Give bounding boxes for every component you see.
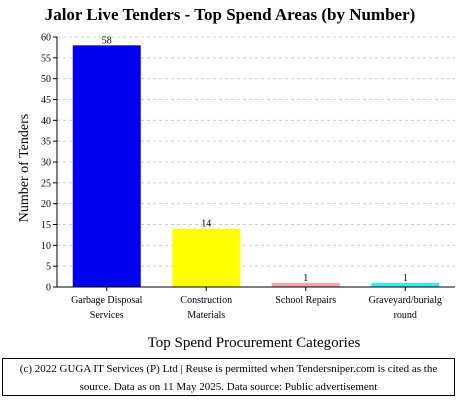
y-tick-label: 10 bbox=[41, 241, 51, 252]
gridlines bbox=[57, 36, 455, 267]
data-labels: 58 14 1 1 bbox=[102, 35, 408, 284]
bar bbox=[72, 45, 141, 288]
y-tick-label: 15 bbox=[41, 220, 51, 231]
chart-title: Jalor Live Tenders - Top Spend Areas (by… bbox=[44, 5, 416, 24]
bar bbox=[371, 282, 440, 287]
bars bbox=[72, 45, 440, 288]
data-label: 14 bbox=[201, 219, 211, 230]
bar bbox=[172, 228, 241, 287]
y-tick-label: 30 bbox=[41, 158, 51, 169]
y-tick-label: 20 bbox=[41, 199, 51, 210]
y-tick-label: 40 bbox=[41, 116, 51, 127]
data-label: 1 bbox=[303, 273, 308, 284]
copyright-footer: (c) 2022 GUGA IT Services (P) Ltd | Reus… bbox=[2, 358, 455, 396]
x-category-label: Materials bbox=[187, 310, 225, 321]
footer-line-1: (c) 2022 GUGA IT Services (P) Ltd | Reus… bbox=[19, 363, 438, 375]
bar-chart: 0 5 10 15 20 25 30 35 40 45 50 55 60 Garbage Disposa… bbox=[17, 33, 455, 351]
y-tick-label: 35 bbox=[41, 137, 51, 148]
y-tick-label: 0 bbox=[46, 283, 51, 294]
x-axis-title: Top Spend Procurement Categories bbox=[148, 335, 361, 351]
x-category-label: Services bbox=[90, 310, 124, 321]
x-category-label: School Repairs bbox=[275, 295, 336, 306]
y-tick-label: 5 bbox=[46, 262, 51, 273]
data-label: 1 bbox=[403, 273, 408, 284]
y-tick-label: 50 bbox=[41, 74, 51, 85]
bar bbox=[271, 282, 340, 287]
y-ticks: 0 5 10 15 20 25 30 35 40 45 50 55 60 bbox=[41, 33, 57, 294]
x-category-label: Garbage Disposal bbox=[71, 295, 143, 306]
x-category-label: Graveyard/burialg bbox=[369, 295, 442, 306]
x-category-label: round bbox=[394, 310, 417, 321]
y-tick-label: 45 bbox=[41, 95, 51, 106]
y-tick-label: 55 bbox=[41, 53, 51, 64]
data-label: 58 bbox=[102, 35, 112, 46]
y-axis-title: Number of Tenders bbox=[17, 114, 32, 222]
y-tick-label: 25 bbox=[41, 178, 51, 189]
x-category-label: Construction bbox=[180, 295, 232, 306]
x-categories: Garbage Disposal Services Construction Mate… bbox=[71, 295, 442, 321]
y-tick-label: 60 bbox=[41, 33, 51, 44]
footer-line-2: source. Data as on 11 May 2025. Data sou… bbox=[79, 381, 378, 393]
